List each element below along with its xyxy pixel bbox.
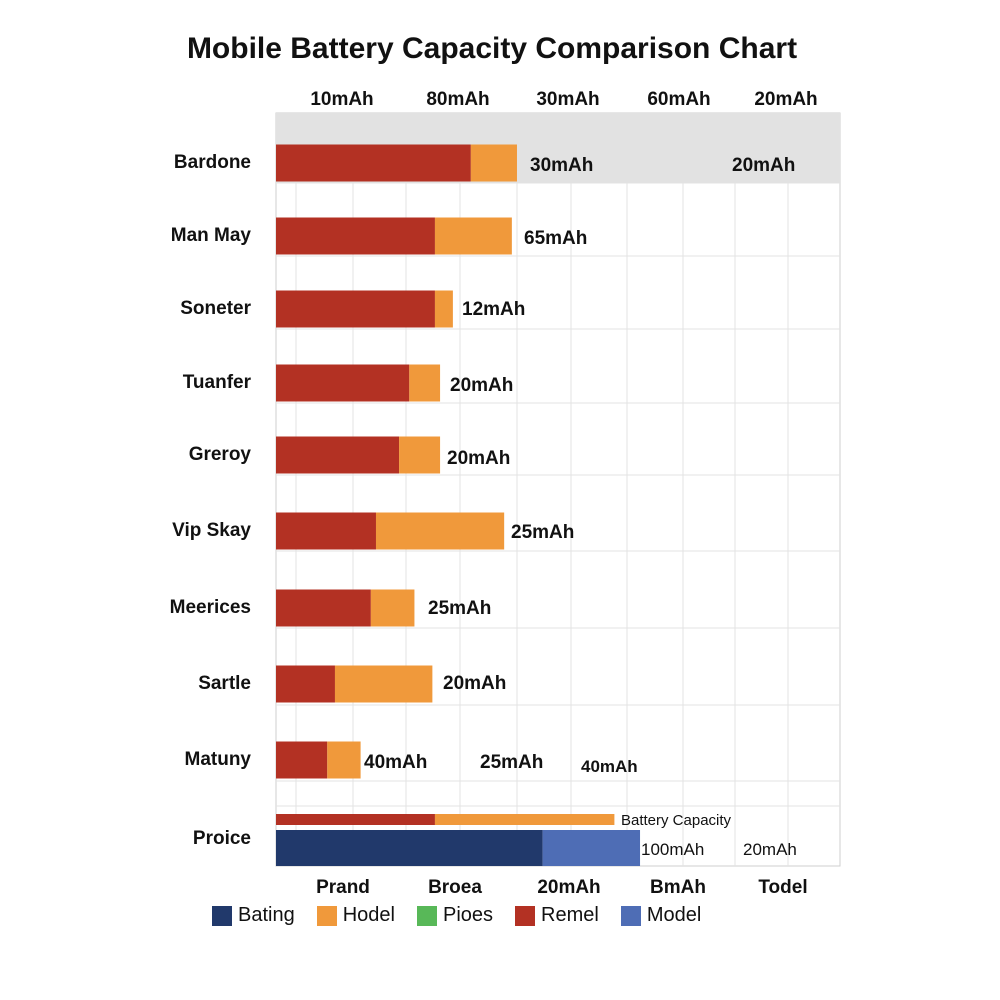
legend-label: Remel [541, 904, 599, 926]
bar-remel [276, 741, 328, 779]
bar-remel [276, 144, 471, 182]
bar-value-label: 12mAh [462, 299, 525, 320]
bar-value-label: 20mAh [447, 448, 510, 469]
bottom-tick-label: Todel [758, 877, 807, 898]
category-label: Meerices [170, 597, 251, 618]
bottom-tick-label: Prand [316, 877, 370, 898]
bar-hodel [434, 217, 512, 255]
bar-remel [276, 364, 410, 402]
bar-value-label: 100mAh [641, 840, 704, 859]
legend-item-bating: Bating [212, 904, 295, 927]
category-label: Man May [171, 225, 252, 246]
legend-swatch-remel [515, 905, 536, 926]
bar-remel [276, 290, 435, 328]
chart-legend: Bating Hodel Pioes Remel Model [212, 904, 723, 927]
bottom-tick-label: BmAh [650, 877, 706, 898]
category-label: Greroy [189, 444, 252, 465]
bar-hodel [399, 436, 441, 474]
bar-hodel [375, 512, 505, 550]
category-label: Matuny [185, 749, 252, 770]
legend-item-remel: Remel [515, 904, 599, 927]
bar-value-label: Battery Capacity [621, 812, 732, 829]
bar-value-label: 20mAh [743, 840, 797, 859]
bar-value-label: 25mAh [428, 598, 491, 619]
bar-hodel [327, 741, 361, 779]
legend-swatch-bating [212, 905, 232, 926]
top-tick-label: 80mAh [426, 89, 489, 110]
bar-value-label: 25mAh [511, 522, 574, 543]
bar-remel [276, 512, 376, 550]
legend-item-model: Model [620, 904, 702, 927]
legend-label: Pioes [442, 904, 494, 926]
bar-remel [276, 665, 335, 703]
legend-item-hodel: Hodel [316, 904, 395, 927]
top-tick-label: 20mAh [754, 89, 817, 110]
bar-hodel [470, 144, 517, 182]
bar-hodel [409, 364, 441, 402]
bar-value-label: 20mAh [443, 673, 506, 694]
bar-remel [276, 217, 435, 255]
bar-value-label: 20mAh [450, 375, 513, 396]
top-tick-label: 10mAh [310, 89, 373, 110]
bar-value-label: 20mAh [732, 155, 795, 176]
legend-swatch-hodel [316, 905, 337, 926]
bar-value-label: 40mAh [364, 752, 427, 773]
category-label: Bardone [174, 152, 251, 173]
bar-hodel [434, 290, 453, 328]
bar-value-label: 25mAh [480, 752, 543, 773]
bar-hodel [434, 814, 615, 825]
bottom-tick-label: 20mAh [537, 877, 600, 898]
bar-hodel [370, 589, 415, 627]
legend-item-pioes: Pioes [416, 904, 494, 927]
top-tick-label: 30mAh [536, 89, 599, 110]
category-label: Tuanfer [183, 372, 252, 393]
legend-label: Hodel [342, 904, 395, 926]
category-label: Vip Skay [172, 520, 251, 541]
legend-label: Model [646, 904, 702, 926]
bottom-tick-label: Broea [428, 877, 482, 898]
bar-model [542, 830, 641, 866]
bar-hodel [334, 665, 433, 703]
bar-value-label: 30mAh [530, 155, 593, 176]
legend-swatch-pioes [416, 905, 437, 926]
bar-bating [276, 830, 543, 866]
bar-value-label: 65mAh [524, 228, 587, 249]
legend-label: Bating [238, 904, 295, 926]
category-label: Soneter [180, 298, 251, 319]
bar-remel [276, 436, 400, 474]
category-label: Sartle [198, 673, 251, 694]
category-label: Proice [193, 828, 251, 849]
bar-value-label: 40mAh [581, 757, 638, 776]
chart-title: Mobile Battery Capacity Comparison Chart [186, 32, 798, 65]
bar-remel [276, 589, 371, 627]
legend-swatch-model [620, 905, 641, 926]
bar-remel [276, 814, 435, 825]
top-tick-label: 60mAh [647, 89, 710, 110]
